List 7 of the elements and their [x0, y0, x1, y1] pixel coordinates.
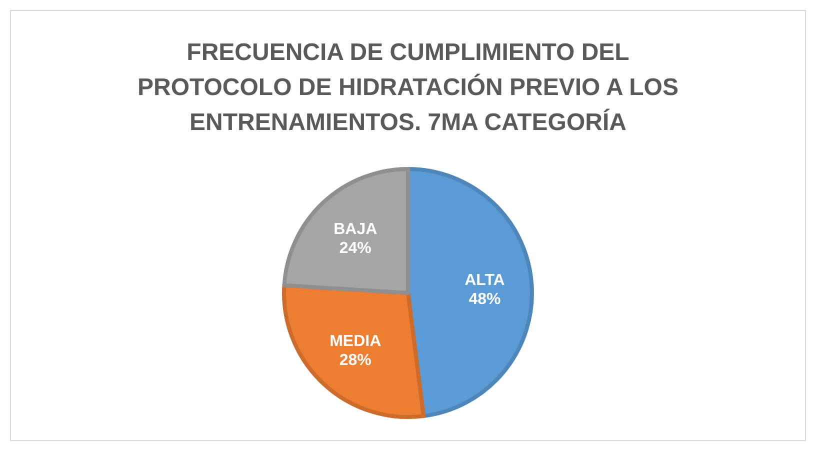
data-label: 48% [468, 291, 501, 308]
data-label: 24% [339, 240, 372, 257]
slice-label: BAJA [334, 220, 378, 238]
slice-label: ALTA [464, 272, 506, 289]
chart-title: FRECUENCIA DE CUMPLIMIENTO DEL PROTOCOLO DE HIDRATACIÓN PREVIO A LOS ENTRENAMIENTOS. 7MA CATEGORÍA [138, 39, 678, 136]
slice-label: MEDIA [330, 332, 382, 350]
data-label: 28% [339, 352, 372, 370]
